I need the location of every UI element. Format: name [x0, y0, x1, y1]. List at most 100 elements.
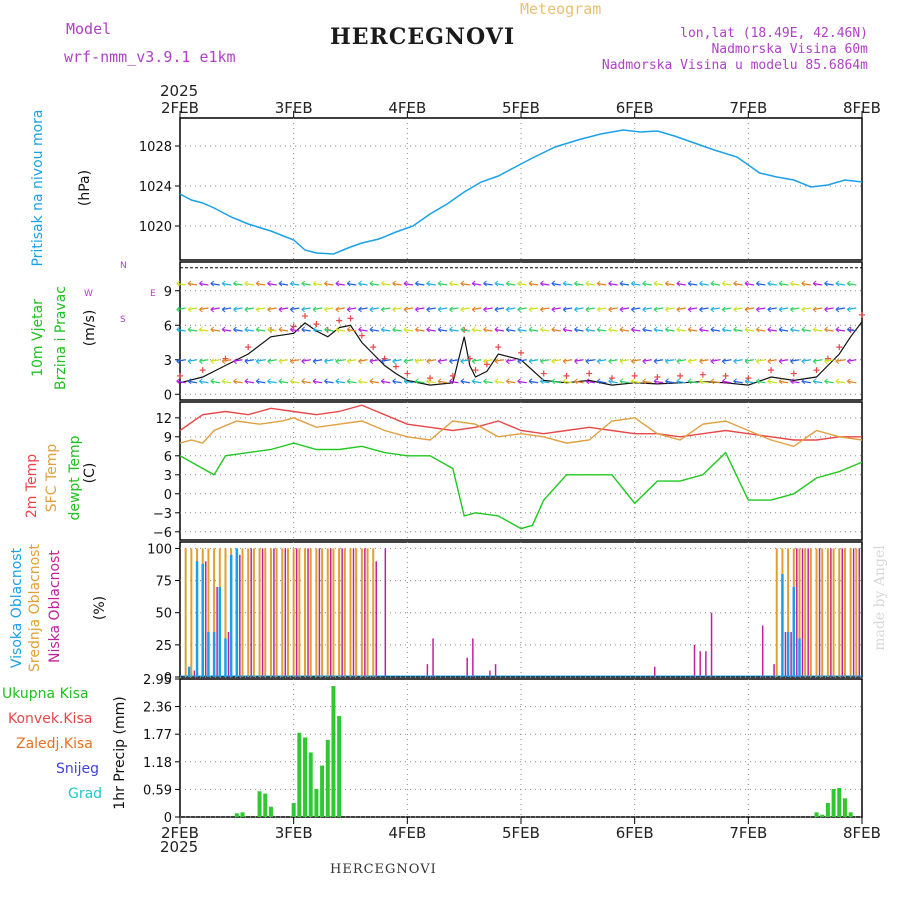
wind-arrowhead	[255, 358, 260, 365]
wind-arrowhead	[187, 306, 192, 313]
wind-arrow	[676, 380, 686, 384]
wind-arrowhead	[517, 358, 522, 365]
wind-arrow	[290, 328, 300, 332]
wind-arrow	[358, 328, 368, 332]
wind-arrow	[290, 307, 300, 311]
wind-arrowhead	[358, 326, 362, 333]
wind-arrow	[847, 380, 857, 384]
time-label-top: 7FEB	[729, 99, 767, 117]
wind-arrow	[187, 328, 198, 332]
wind-arrow	[574, 328, 584, 332]
wind-arrow	[415, 359, 425, 362]
wind-arrow	[631, 307, 641, 311]
gust-marker	[677, 372, 684, 379]
wind-arrow	[267, 380, 277, 384]
wind-arrowhead	[301, 326, 306, 333]
precip-bar	[297, 732, 302, 817]
wind-arrow	[619, 380, 630, 384]
wind-arrowhead	[437, 280, 442, 287]
wind-arrow	[574, 359, 584, 362]
wind-arrow	[676, 282, 686, 286]
wind-arrowhead	[267, 280, 271, 287]
wind-arrowhead	[790, 326, 794, 333]
wind-arrow	[176, 380, 186, 384]
wind-arrow	[415, 380, 425, 384]
wind-arrow	[813, 380, 823, 384]
wind-arrow	[824, 328, 834, 332]
wind-arrowhead	[233, 378, 237, 385]
wind-arrowhead	[619, 358, 624, 365]
wind-arrow	[608, 307, 618, 311]
wind-arrowhead	[335, 378, 340, 385]
wind-arrow	[347, 380, 357, 384]
wind-arrowhead	[426, 280, 431, 287]
wind-arrowhead	[460, 306, 465, 313]
wind-arrowhead	[596, 326, 601, 333]
wind-arrow	[483, 380, 493, 384]
wind-arrow	[267, 307, 277, 311]
wind-arrowhead	[619, 378, 624, 385]
wind-arrow	[540, 328, 550, 332]
gust-marker	[586, 370, 593, 377]
wind-arrowhead	[301, 378, 306, 385]
wind-arrow	[642, 307, 652, 311]
wind-arrow	[449, 282, 459, 286]
wind-arrow	[642, 282, 652, 286]
precip-bar	[325, 739, 330, 817]
gust-marker	[768, 367, 775, 374]
precip-bar	[257, 791, 262, 817]
time-label-bottom: 3FEB	[275, 824, 313, 842]
wind-arrowhead	[631, 326, 635, 333]
temp-sfc-line	[179, 417, 863, 448]
wind-arrowhead	[255, 306, 260, 313]
wind-arrow	[801, 359, 811, 362]
wind-arrow	[665, 328, 675, 332]
wind-arrow	[392, 307, 402, 311]
wind-arrowhead	[199, 358, 203, 365]
lonlat: lon,lat (18.49E, 42.46N)	[680, 26, 868, 41]
wind-arrowhead	[221, 326, 226, 333]
wind-arrow	[744, 359, 755, 362]
wind-arrow	[312, 307, 323, 311]
wind-arrowhead	[631, 358, 635, 365]
gust-marker	[347, 315, 354, 322]
wind-arrow	[722, 359, 732, 362]
wind-arrow	[312, 380, 323, 384]
wind-arrowhead	[380, 306, 385, 313]
wind-arrow	[278, 359, 289, 362]
wind-arrowhead	[790, 358, 794, 365]
wind-arrowhead	[199, 306, 203, 313]
wind-arrow	[733, 359, 743, 362]
wind-arrow	[563, 307, 573, 311]
wind-arrow	[244, 307, 254, 311]
precip-bar	[831, 788, 836, 817]
wind-arrow	[449, 328, 459, 332]
wind-arrow	[233, 380, 243, 384]
wind-arrow	[358, 380, 368, 384]
wind-arrow	[369, 307, 380, 311]
wind-arrow	[722, 380, 732, 384]
wind-arrowhead	[403, 326, 408, 333]
wind-arrow	[233, 307, 243, 311]
wind-arrowhead	[267, 378, 271, 385]
wind-arrow	[801, 380, 811, 384]
wind-arrowhead	[585, 358, 590, 365]
wind-arrow	[699, 359, 709, 362]
wind-arrowhead	[756, 280, 760, 287]
wind-arrow	[233, 282, 243, 286]
wind-arrowhead	[290, 378, 294, 385]
wind-arrow	[722, 328, 732, 332]
wind-arrow	[835, 282, 846, 286]
wind-arrowhead	[210, 306, 215, 313]
precip-bar	[240, 812, 245, 817]
wind-arrowhead	[801, 306, 806, 313]
wind-arrow	[187, 282, 198, 286]
wind-arrow	[619, 328, 630, 332]
wind-arrow	[244, 328, 254, 332]
wind-arrowhead	[608, 358, 612, 365]
wind-arrowhead	[312, 280, 317, 287]
wind-arrowhead	[290, 280, 294, 287]
time-label-top: 6FEB	[616, 99, 654, 117]
wind-arrow	[847, 359, 857, 362]
wind-arrowhead	[233, 326, 237, 333]
